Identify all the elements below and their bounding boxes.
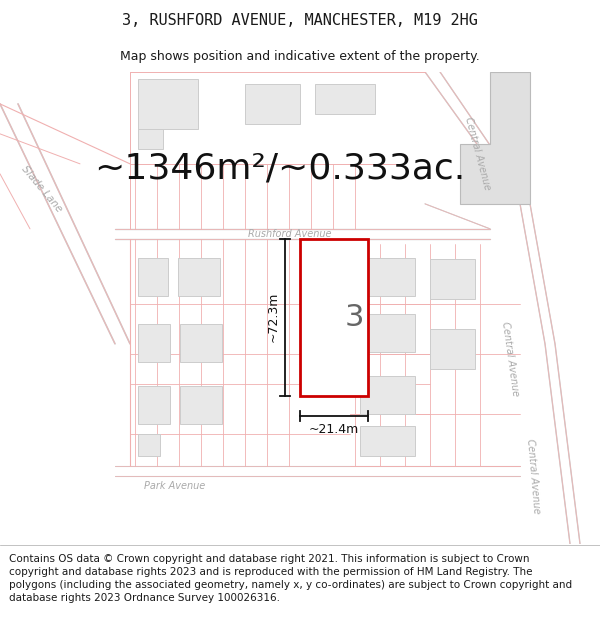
Bar — [360, 426, 415, 456]
Text: Central Avenue: Central Avenue — [500, 321, 520, 397]
Text: Contains OS data © Crown copyright and database right 2021. This information is : Contains OS data © Crown copyright and d… — [9, 554, 572, 603]
Bar — [245, 84, 300, 124]
Bar — [180, 386, 222, 424]
Bar — [138, 324, 170, 362]
Text: Rushford Avenue: Rushford Avenue — [248, 229, 332, 239]
Polygon shape — [460, 72, 530, 204]
Text: Slade Lane: Slade Lane — [20, 164, 64, 214]
Bar — [138, 434, 160, 456]
Text: 3: 3 — [344, 302, 364, 332]
Text: Park Avenue: Park Avenue — [145, 481, 206, 491]
Bar — [138, 129, 163, 149]
Bar — [180, 324, 222, 362]
Text: ~21.4m: ~21.4m — [309, 423, 359, 436]
Bar — [360, 314, 415, 352]
Bar — [138, 386, 170, 424]
Bar — [138, 258, 168, 296]
Bar — [138, 79, 198, 129]
Text: Central Avenue: Central Avenue — [525, 438, 541, 514]
Bar — [178, 258, 220, 296]
Bar — [300, 239, 368, 396]
Bar — [315, 84, 375, 114]
Text: ~1346m²/~0.333ac.: ~1346m²/~0.333ac. — [94, 152, 466, 186]
Bar — [430, 259, 475, 299]
Text: Central Avenue: Central Avenue — [463, 116, 493, 191]
Bar — [360, 376, 415, 414]
Bar — [360, 258, 415, 296]
Text: Map shows position and indicative extent of the property.: Map shows position and indicative extent… — [120, 49, 480, 62]
Text: ~72.3m: ~72.3m — [266, 292, 280, 342]
Bar — [430, 329, 475, 369]
Text: 3, RUSHFORD AVENUE, MANCHESTER, M19 2HG: 3, RUSHFORD AVENUE, MANCHESTER, M19 2HG — [122, 12, 478, 28]
